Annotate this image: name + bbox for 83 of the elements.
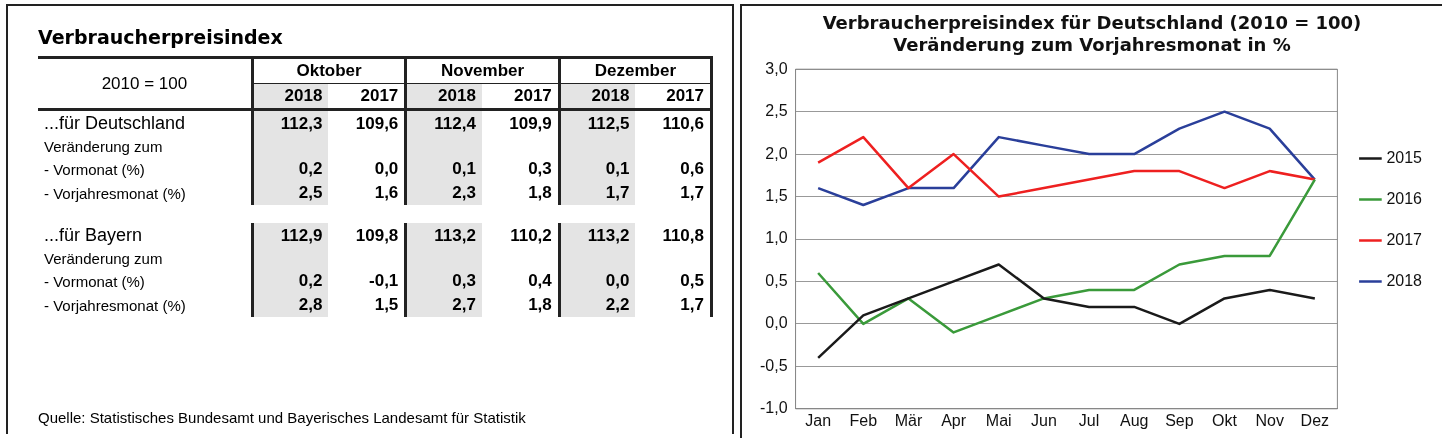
y-tick-label: 2,0 [765,144,788,162]
source-note: Quelle: Statistisches Bundesamt und Bayerisches Landesamt für Statistik [38,409,526,426]
text: 0,3 [528,159,552,178]
text: 0,0 [605,271,630,290]
text: 0,2 [298,271,323,290]
text: 1,7 [605,183,630,202]
text: 112,3 [280,113,323,133]
x-tick-label: Dez [1300,411,1330,429]
category-label: 2017 [481,83,560,110]
category-label: Veränderung zum [44,138,163,155]
text: 113,2 [587,225,630,245]
text: 0,6 [680,159,704,178]
category-label: 2017 [328,83,406,110]
text: 110,6 [662,113,704,133]
y-tick-label: 1,5 [765,186,788,204]
text: 1,7 [680,183,704,202]
text: -0,1 [369,271,399,290]
text: 2,7 [452,295,476,314]
text: 2,8 [298,295,323,314]
x-tick-label: Jun [1031,411,1057,429]
text: 1,5 [374,295,399,314]
category-label: - Vorjahresmonat (%) [44,296,186,314]
text: 2,5 [298,183,323,202]
text: Oktober [252,57,406,84]
chart-subtitle: Veränderung zum Vorjahresmonat in % [893,34,1291,56]
x-tick-label: Jan [805,411,832,429]
x-tick-label: Nov [1255,411,1284,429]
text: 110,2 [510,225,552,245]
text: 1,8 [528,295,552,314]
x-tick-label: Sep [1165,411,1194,429]
text: 1,6 [374,183,399,202]
y-tick-label: 3,0 [765,59,788,77]
text: 0,1 [605,159,630,178]
text: 1,7 [680,295,704,314]
text: 2010 = 100 [38,57,253,110]
x-tick-label: Feb [849,411,878,429]
category-label: 2018 [559,83,636,110]
text: 0,3 [452,271,476,290]
category-label: 2017 [635,83,712,110]
text: 1,8 [528,183,552,202]
x-tick-label: Mai [985,411,1012,429]
text: 109,9 [509,113,552,133]
x-tick-label: Apr [941,411,967,429]
category-label: ...für Deutschland [44,113,186,133]
category-label: 2018 [252,83,329,110]
text: Verbraucherpreisindex [38,26,284,48]
x-tick-label: Jul [1078,411,1100,429]
text: Dezember [559,57,712,84]
text: 0,4 [528,271,552,290]
y-tick-label: -0,5 [759,356,788,374]
x-tick-label: Aug [1119,411,1149,429]
text: 109,8 [355,225,399,245]
legend-label: 2017 [1386,230,1423,248]
text: 112,9 [280,225,323,245]
text: 112,5 [587,113,630,133]
x-tick-label: Okt [1212,411,1238,429]
y-tick-label: -1,0 [759,399,788,417]
text: 113,2 [434,225,476,245]
legend-label: 2016 [1386,189,1423,207]
chart-title: Verbraucherpreisindex für Deutschland (2010 = 100) [822,12,1362,34]
text: 0,5 [680,271,704,290]
text: November [405,57,560,84]
x-tick-label: Mär [894,411,923,429]
category-label: - Vorjahresmonat (%) [44,184,186,202]
legend-label: 2015 [1386,148,1423,166]
y-tick-label: 1,0 [765,229,788,247]
legend-label: 2018 [1386,271,1423,289]
y-tick-label: 0,0 [765,314,788,332]
category-label: ...für Bayern [44,225,143,245]
text: 110,8 [662,225,704,245]
y-tick-label: 2,5 [765,102,788,120]
text: 2,2 [605,295,630,314]
text: 0,0 [374,159,399,178]
text: 112,4 [434,113,476,133]
category-label: - Vormonat (%) [44,272,145,290]
category-label: 2018 [405,83,482,110]
text: 2,3 [452,183,476,202]
y-tick-label: 0,5 [765,271,788,289]
text: 109,6 [355,113,399,133]
text: 0,2 [298,159,323,178]
category-label: Veränderung zum [44,250,163,267]
text: 0,1 [452,159,476,178]
category-label: - Vormonat (%) [44,160,145,178]
